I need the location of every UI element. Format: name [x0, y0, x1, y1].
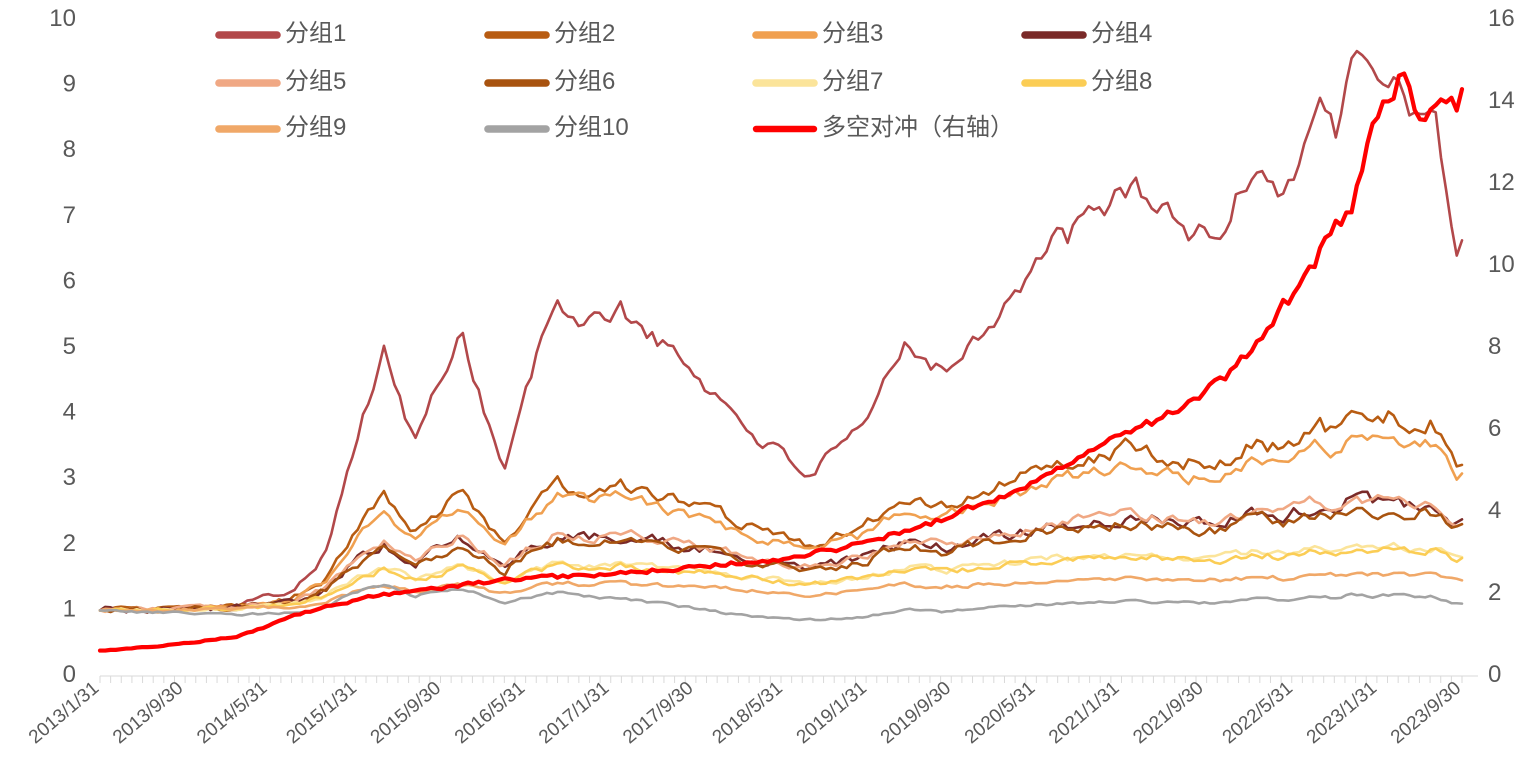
svg-text:2019/9/30: 2019/9/30	[877, 678, 955, 748]
svg-text:分组6: 分组6	[554, 68, 615, 95]
svg-text:2015/9/30: 2015/9/30	[367, 678, 445, 748]
svg-text:分组5: 分组5	[285, 68, 346, 95]
svg-text:3: 3	[63, 464, 76, 491]
svg-text:2013/1/31: 2013/1/31	[25, 678, 103, 748]
svg-text:分组1: 分组1	[285, 20, 346, 47]
svg-text:4: 4	[1488, 497, 1501, 524]
svg-text:12: 12	[1488, 169, 1515, 196]
svg-text:2023/1/31: 2023/1/31	[1303, 678, 1381, 748]
svg-text:分组8: 分组8	[1091, 68, 1152, 95]
svg-text:2021/1/31: 2021/1/31	[1045, 678, 1123, 748]
svg-text:9: 9	[63, 71, 76, 98]
svg-text:0: 0	[1488, 661, 1501, 688]
svg-text:2013/9/30: 2013/9/30	[109, 678, 187, 748]
svg-text:7: 7	[63, 202, 76, 229]
svg-text:2: 2	[1488, 579, 1501, 606]
svg-text:10: 10	[1488, 251, 1515, 278]
svg-text:6: 6	[1488, 415, 1501, 442]
svg-text:14: 14	[1488, 87, 1515, 114]
svg-text:8: 8	[1488, 333, 1501, 360]
svg-text:2021/9/30: 2021/9/30	[1129, 678, 1207, 748]
svg-text:2017/1/31: 2017/1/31	[535, 678, 613, 748]
svg-text:分组3: 分组3	[822, 20, 883, 47]
svg-text:5: 5	[63, 333, 76, 360]
svg-text:2019/1/31: 2019/1/31	[793, 678, 871, 748]
svg-text:2017/9/30: 2017/9/30	[619, 678, 697, 748]
svg-text:10: 10	[49, 5, 76, 32]
svg-text:2018/5/31: 2018/5/31	[709, 678, 787, 748]
svg-text:分组9: 分组9	[285, 114, 346, 141]
svg-text:2014/5/31: 2014/5/31	[193, 678, 271, 748]
svg-text:多空对冲（右轴）: 多空对冲（右轴）	[822, 114, 1014, 141]
svg-text:2022/5/31: 2022/5/31	[1219, 678, 1297, 748]
svg-text:1: 1	[63, 595, 76, 622]
svg-text:分组4: 分组4	[1091, 20, 1152, 47]
svg-text:2023/9/30: 2023/9/30	[1387, 678, 1465, 748]
svg-text:16: 16	[1488, 5, 1515, 32]
svg-text:4: 4	[63, 399, 76, 426]
svg-text:分组7: 分组7	[822, 68, 883, 95]
svg-text:8: 8	[63, 136, 76, 163]
svg-text:6: 6	[63, 267, 76, 294]
svg-text:2016/5/31: 2016/5/31	[451, 678, 529, 748]
svg-text:2: 2	[63, 530, 76, 557]
svg-text:0: 0	[63, 661, 76, 688]
svg-text:2015/1/31: 2015/1/31	[283, 678, 361, 748]
svg-text:2020/5/31: 2020/5/31	[961, 678, 1039, 748]
svg-text:分组2: 分组2	[554, 20, 615, 47]
svg-text:分组10: 分组10	[554, 114, 629, 141]
